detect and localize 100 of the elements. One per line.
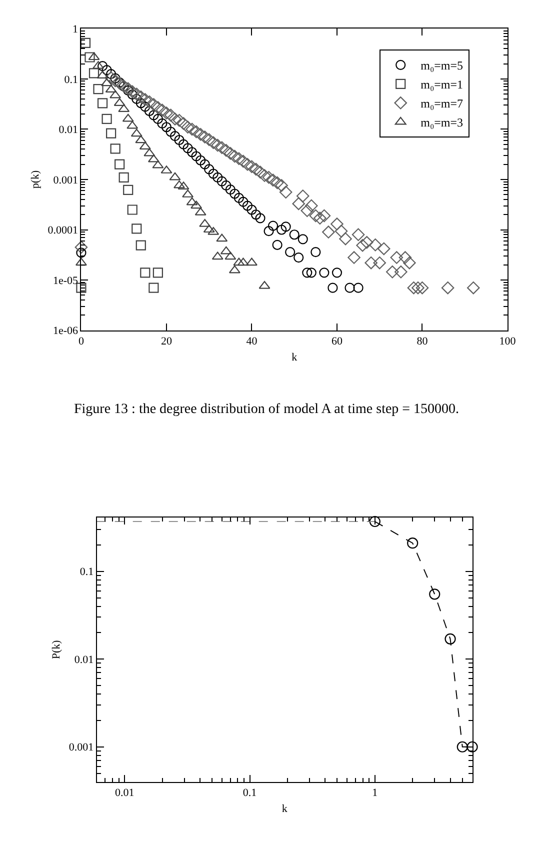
point [306,268,316,278]
point [186,197,198,206]
y-tick-label: 1 [72,24,78,36]
point [238,196,248,207]
x-tick-label: 80 [416,336,428,348]
point [220,246,232,254]
point [144,106,154,116]
point [148,110,159,120]
point [182,143,193,154]
point [88,68,100,78]
point [106,128,116,138]
x-tick-label: 0 [78,336,84,348]
legend-label: m₀=m=5 [420,58,463,73]
point [114,159,125,170]
x-tick-label: 60 [331,336,343,348]
point [233,258,245,266]
point [126,120,138,129]
point [110,144,120,154]
point [302,268,312,278]
point [208,168,218,179]
point [157,118,168,129]
point [216,234,228,242]
point [174,180,186,188]
x-tick-label: 20 [160,336,172,348]
point [212,252,224,260]
point [242,200,253,211]
point [97,98,108,108]
point [246,204,257,215]
x-tick-label: 40 [246,336,258,348]
point [319,268,330,278]
point [136,240,146,250]
point [221,180,232,191]
legend-label: m₀=m=7 [420,96,463,111]
point [106,69,116,80]
point [199,218,211,227]
point [152,268,163,278]
point [344,282,355,293]
point [255,213,266,224]
x-axis-title: k [292,352,298,364]
point [93,84,104,94]
y-tick-label: 0.01 [74,654,94,666]
point [127,89,138,100]
point [194,207,206,216]
point [161,122,172,132]
point [285,247,296,258]
x-axis-title: k [282,803,288,816]
point [289,230,300,240]
y-axis-title: P(k) [50,640,63,660]
point [152,114,163,124]
point [294,252,304,263]
point [224,252,236,260]
x-tick-label: 100 [499,336,516,348]
point [272,240,282,250]
point [76,248,86,258]
point [264,226,274,236]
point [196,155,206,166]
point [204,164,214,174]
point [276,224,287,235]
point [268,220,278,231]
y-tick-label: 0.01 [58,124,78,136]
x-tick-label: 0.1 [242,786,257,799]
point [148,282,159,293]
point [234,192,244,203]
y-tick-label: 0.1 [80,566,94,578]
y-tick-label: 0.0001 [48,224,78,237]
point [148,154,160,162]
y-tick-label: 0.1 [64,74,78,86]
point [110,90,122,98]
point [200,159,210,170]
point [152,160,164,168]
point [228,265,240,274]
point [170,131,180,142]
point [102,114,112,124]
point [353,282,364,293]
y-tick-label: 1e-05 [52,274,79,287]
point [110,73,120,84]
y-tick-label: 0.001 [68,742,94,754]
point [178,139,189,150]
point [123,85,134,96]
point [105,84,117,93]
point [250,210,262,220]
point [246,258,258,266]
legend-label: m₀=m=3 [420,116,463,130]
point [280,222,291,232]
point [230,188,240,199]
point [187,147,198,158]
point [97,61,108,72]
point [135,135,147,144]
point [127,204,138,215]
point [130,128,142,137]
point [88,52,100,60]
point [191,151,202,162]
point [169,172,181,180]
y-tick-label: 1e-06 [52,325,79,338]
point [212,172,223,182]
point [174,134,184,146]
point [332,268,342,278]
point [76,282,86,293]
point [140,268,150,278]
point [102,65,112,76]
